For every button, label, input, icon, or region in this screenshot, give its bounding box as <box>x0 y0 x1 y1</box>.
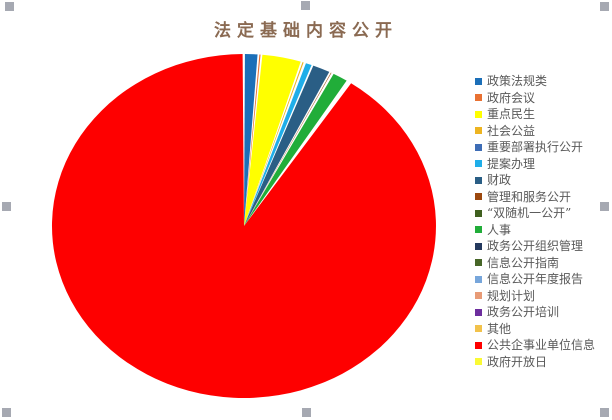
legend-swatch-icon <box>475 193 482 201</box>
legend-item-label: 政府开放日 <box>487 354 548 369</box>
legend-item[interactable]: 规划计划 <box>475 288 595 305</box>
legend-item-label: 政务公开组织管理 <box>487 239 584 253</box>
legend-swatch-icon <box>475 143 482 151</box>
legend-item-label: 其他 <box>487 321 512 336</box>
legend-item-label: 政府会议 <box>487 90 536 105</box>
legend-item-label: 政务公开培训 <box>487 305 560 319</box>
legend-item[interactable]: 人事 <box>475 222 595 239</box>
legend-item[interactable]: 提案办理 <box>475 156 595 173</box>
legend-item-label: 信息公开年度报告 <box>487 272 584 286</box>
legend-swatch-icon <box>475 341 482 349</box>
legend-item-label: 规划计划 <box>487 288 536 303</box>
selection-handle-top-left[interactable] <box>5 2 14 11</box>
legend-item[interactable]: 财政 <box>475 172 595 189</box>
legend-item[interactable]: 政务公开组织管理 <box>475 238 595 255</box>
legend-swatch-icon <box>475 127 482 135</box>
pie-slice[interactable] <box>244 62 304 227</box>
pie-slice[interactable] <box>244 54 258 226</box>
selection-handle-top-middle[interactable] <box>301 1 310 10</box>
legend-swatch-icon <box>475 358 482 366</box>
legend-item[interactable]: 政府开放日 <box>475 354 595 371</box>
legend-swatch-icon <box>475 226 482 234</box>
selection-handle-top-right[interactable] <box>600 2 609 11</box>
legend-swatch-icon <box>475 242 482 250</box>
legend-swatch-icon <box>475 292 482 300</box>
selection-handle-bottom-middle[interactable] <box>302 408 311 417</box>
legend-swatch-icon <box>475 176 482 184</box>
legend-swatch-icon <box>475 110 482 118</box>
legend-swatch-icon <box>475 209 482 217</box>
legend-swatch-icon <box>475 275 482 283</box>
legend-item[interactable]: 重要部署执行公开 <box>475 139 595 156</box>
legend-item[interactable]: 政府会议 <box>475 90 595 107</box>
pie-slice[interactable] <box>244 54 261 226</box>
pie-slice[interactable] <box>244 54 301 226</box>
legend-swatch-icon <box>475 259 482 267</box>
pie-slice[interactable] <box>244 63 312 226</box>
legend-item[interactable]: 重点民生 <box>475 106 595 123</box>
legend-item-label: “双随机一公开” <box>487 206 572 220</box>
selection-handle-middle-right[interactable] <box>600 202 609 211</box>
legend-item[interactable]: 公共企事业单位信息 <box>475 337 595 354</box>
legend-item[interactable]: 政策法规类 <box>475 73 595 90</box>
legend-item[interactable]: “双随机一公开” <box>475 205 595 222</box>
legend-item-label: 公共企事业单位信息 <box>487 338 596 352</box>
legend-swatch-icon <box>475 325 482 333</box>
legend-swatch-icon <box>475 308 482 316</box>
legend-item-label: 重要部署执行公开 <box>487 140 584 154</box>
legend-item-label: 人事 <box>487 222 512 237</box>
pie-slice[interactable] <box>244 72 332 226</box>
legend-item-label: 政策法规类 <box>487 74 548 88</box>
chart-title[interactable]: 法定基础内容公开 <box>214 21 398 41</box>
pie-slices-group <box>51 54 436 398</box>
pie-slice[interactable] <box>244 65 330 226</box>
legend-item-label: 管理和服务公开 <box>487 189 572 204</box>
legend-item[interactable]: 社会公益 <box>475 123 595 140</box>
chart-legend: 政策法规类政府会议重点民生社会公益重要部署执行公开 提案办理财政管理和服务公开 “双… <box>475 73 595 370</box>
legend-item-label: 提案办理 <box>487 156 536 171</box>
legend-item[interactable]: 管理和服务公开 <box>475 189 595 206</box>
pie-slice[interactable] <box>244 73 347 226</box>
legend-item[interactable]: 信息公开年度报告 <box>475 271 595 288</box>
legend-item[interactable]: 政务公开培训 <box>475 304 595 321</box>
legend-item-label: 财政 <box>487 173 512 187</box>
legend-item-label: 信息公开指南 <box>487 255 560 270</box>
selection-handle-bottom-right[interactable] <box>600 408 609 417</box>
selection-handle-middle-left[interactable] <box>2 202 11 211</box>
legend-swatch-icon <box>475 160 482 168</box>
legend-item[interactable]: 其他 <box>475 321 595 338</box>
legend-item-label: 社会公益 <box>487 123 536 138</box>
legend-item-label: 重点民生 <box>487 107 536 121</box>
pie-slice[interactable] <box>51 54 436 398</box>
legend-swatch-icon <box>475 94 482 102</box>
selection-handle-bottom-left[interactable] <box>2 408 11 417</box>
legend-swatch-icon <box>475 77 482 85</box>
legend-item[interactable]: 信息公开指南 <box>475 255 595 272</box>
